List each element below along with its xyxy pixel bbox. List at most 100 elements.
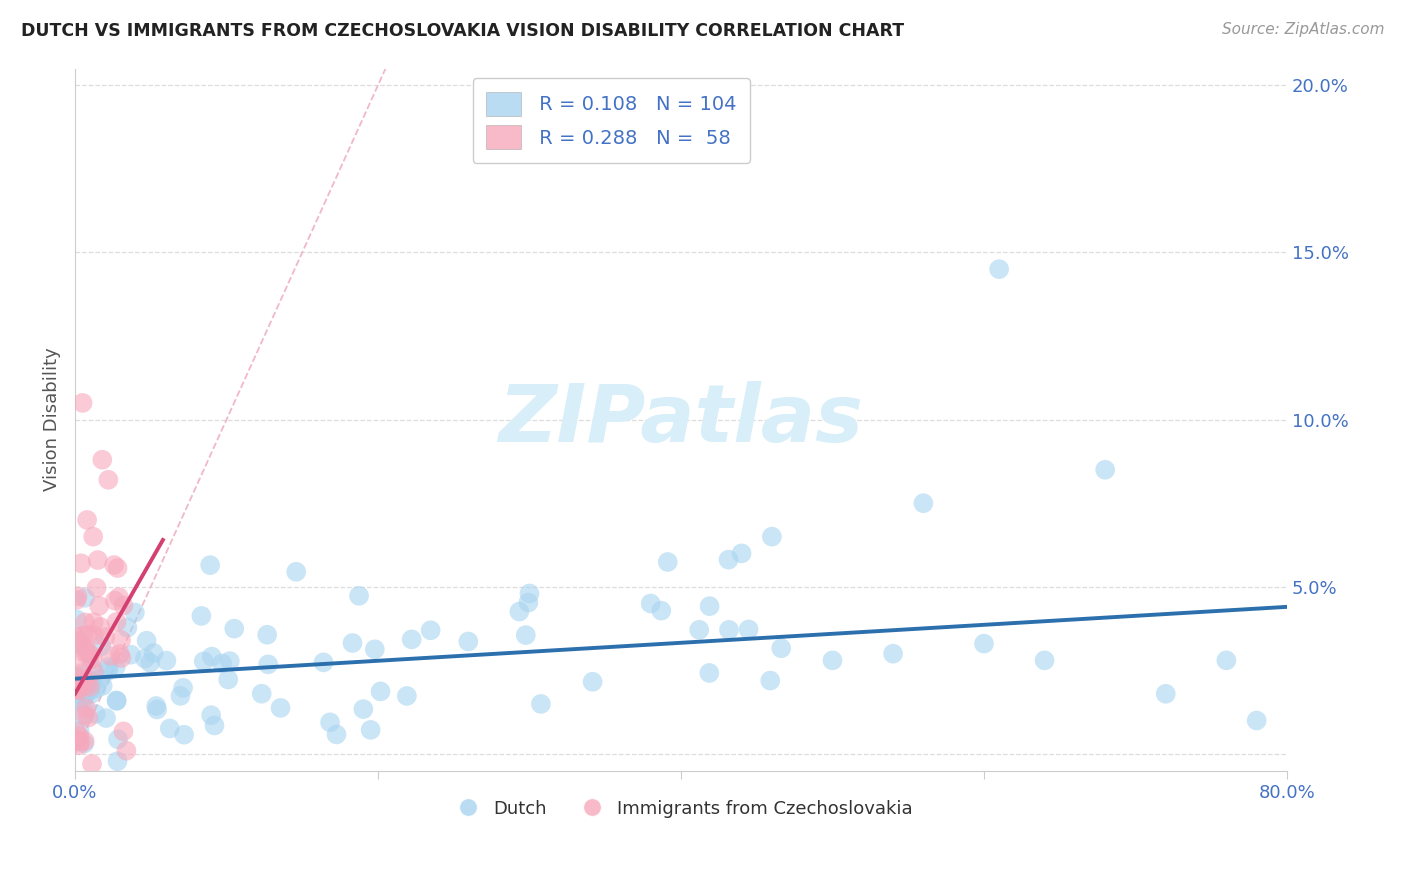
Point — [84, 706, 107, 721]
Point — [204, 718, 226, 732]
Point — [89, 599, 111, 613]
Point — [110, 651, 132, 665]
Point — [65, 653, 87, 667]
Point — [97, 473, 120, 487]
Point — [73, 690, 96, 704]
Point — [83, 615, 105, 630]
Point — [120, 648, 142, 662]
Point — [190, 608, 212, 623]
Point — [104, 593, 127, 607]
Point — [821, 653, 844, 667]
Point — [72, 674, 94, 689]
Point — [657, 555, 679, 569]
Point — [508, 605, 530, 619]
Point — [65, 635, 87, 649]
Point — [107, 561, 129, 575]
Point — [142, 646, 165, 660]
Point — [342, 636, 364, 650]
Point — [173, 728, 195, 742]
Point — [650, 604, 672, 618]
Point — [737, 623, 759, 637]
Point — [66, 682, 89, 697]
Point — [201, 649, 224, 664]
Point — [77, 711, 100, 725]
Point — [70, 666, 93, 681]
Point — [73, 640, 96, 655]
Point — [112, 599, 135, 613]
Point — [66, 676, 89, 690]
Point — [76, 628, 98, 642]
Point — [66, 682, 89, 697]
Point — [65, 612, 87, 626]
Point — [325, 727, 347, 741]
Point — [193, 654, 215, 668]
Point — [80, 659, 103, 673]
Point — [110, 632, 132, 647]
Point — [717, 623, 740, 637]
Point — [65, 630, 87, 644]
Point — [67, 683, 90, 698]
Point — [80, 673, 103, 688]
Y-axis label: Vision Disability: Vision Disability — [44, 348, 60, 491]
Point — [82, 530, 104, 544]
Point — [395, 689, 418, 703]
Point — [419, 624, 441, 638]
Point — [370, 684, 392, 698]
Point — [200, 708, 222, 723]
Text: DUTCH VS IMMIGRANTS FROM CZECHOSLOVAKIA VISION DISABILITY CORRELATION CHART: DUTCH VS IMMIGRANTS FROM CZECHOSLOVAKIA … — [21, 22, 904, 40]
Point — [75, 687, 97, 701]
Point — [172, 681, 194, 695]
Point — [72, 396, 94, 410]
Text: ZIPatlas: ZIPatlas — [499, 381, 863, 458]
Point — [70, 691, 93, 706]
Point — [730, 546, 752, 560]
Point — [1215, 653, 1237, 667]
Point — [169, 689, 191, 703]
Point — [250, 687, 273, 701]
Point — [581, 674, 603, 689]
Point — [640, 597, 662, 611]
Point — [66, 733, 89, 747]
Point — [198, 558, 221, 573]
Point — [67, 671, 90, 685]
Point — [134, 651, 156, 665]
Point — [77, 647, 100, 661]
Point — [65, 725, 87, 739]
Point — [83, 665, 105, 679]
Point — [759, 673, 782, 688]
Point — [72, 708, 94, 723]
Point — [72, 695, 94, 709]
Point — [91, 452, 114, 467]
Point — [82, 652, 104, 666]
Point — [105, 694, 128, 708]
Point — [80, 687, 103, 701]
Point — [65, 672, 87, 686]
Point — [159, 722, 181, 736]
Point — [80, 757, 103, 772]
Point — [312, 656, 335, 670]
Point — [401, 632, 423, 647]
Point — [217, 673, 239, 687]
Point — [257, 657, 280, 672]
Point — [94, 711, 117, 725]
Point — [86, 681, 108, 696]
Legend: Dutch, Immigrants from Czechoslovakia: Dutch, Immigrants from Czechoslovakia — [443, 792, 920, 825]
Point — [107, 732, 129, 747]
Point — [77, 646, 100, 660]
Point — [364, 642, 387, 657]
Point — [515, 628, 537, 642]
Point — [145, 698, 167, 713]
Point — [360, 723, 382, 737]
Point — [105, 693, 128, 707]
Point — [97, 664, 120, 678]
Point — [882, 647, 904, 661]
Point — [67, 729, 90, 743]
Point — [1246, 714, 1268, 728]
Text: Source: ZipAtlas.com: Source: ZipAtlas.com — [1222, 22, 1385, 37]
Point — [97, 660, 120, 674]
Point — [70, 639, 93, 653]
Point — [66, 589, 89, 603]
Point — [65, 592, 87, 607]
Point — [699, 599, 721, 614]
Point — [83, 628, 105, 642]
